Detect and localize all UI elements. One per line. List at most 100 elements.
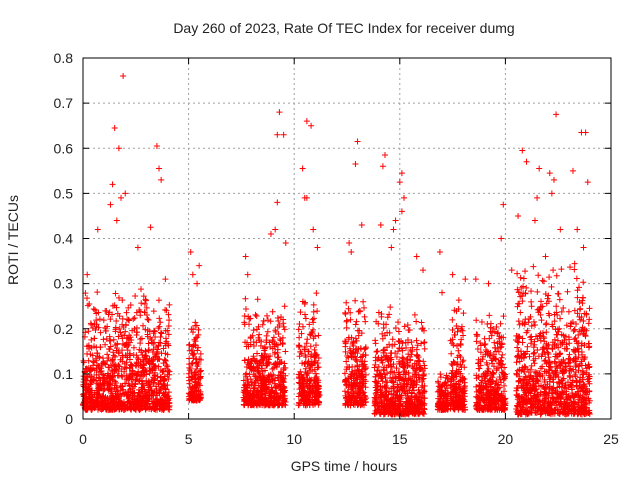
data-point [492,406,499,413]
data-point [165,368,172,375]
data-point [82,380,89,387]
data-point [457,340,464,347]
data-point [378,311,385,318]
data-point [533,376,540,383]
data-point [296,400,303,407]
data-point [477,342,484,349]
data-point [540,333,547,340]
data-point [242,396,249,403]
data-point [577,305,584,312]
data-point [415,357,422,364]
data-point [436,383,443,390]
data-point [515,378,522,385]
data-point [453,401,460,408]
data-point [262,350,269,357]
data-point [520,275,527,282]
data-point [496,338,503,345]
data-point [266,339,273,346]
data-point [281,360,288,367]
data-point [153,385,160,392]
data-point [553,303,560,310]
data-point [578,405,585,412]
data-point [343,324,350,331]
data-point [413,407,420,414]
data-point [372,361,379,368]
data-point [299,378,306,385]
data-point [254,350,261,357]
data-point [165,323,172,330]
data-point [527,340,534,347]
data-point [302,299,309,306]
data-point [347,316,354,323]
data-point [197,368,204,375]
data-point [191,376,198,383]
data-point [128,361,135,368]
data-point [550,176,557,183]
data-point [125,398,132,405]
data-point [267,344,274,351]
x-tick-label: 10 [286,431,302,447]
data-point [277,359,284,366]
data-point [342,343,349,350]
data-point [542,253,549,260]
data-point [152,334,159,341]
data-point [546,312,553,319]
data-point [487,324,494,331]
data-point [282,240,289,247]
data-point [300,394,307,401]
data-point [474,346,481,353]
data-point [304,375,311,382]
data-point [543,342,550,349]
data-point [276,321,283,328]
data-point [153,351,160,358]
data-point [241,312,248,319]
data-point [545,400,552,407]
data-point [108,396,115,403]
data-point [93,317,100,324]
data-point [494,365,501,372]
data-point [119,373,126,380]
data-point [413,318,420,325]
data-point [189,343,196,350]
data-point [383,370,390,377]
data-point [519,147,526,154]
y-tick-label: 0 [65,411,73,427]
data-point [567,365,574,372]
data-point [586,343,593,350]
data-point [143,297,150,304]
data-point [405,327,412,334]
data-point [515,289,522,296]
data-point [522,373,529,380]
data-point [400,371,407,378]
data-point [246,360,253,367]
data-point [574,294,581,301]
data-point [384,344,391,351]
data-point [133,329,140,336]
data-point [586,411,593,418]
data-point [436,249,443,256]
data-point [122,364,129,371]
data-point [401,387,408,394]
data-point [91,335,98,342]
data-point [139,381,146,388]
data-point [437,374,444,381]
data-point [563,402,570,409]
data-point [399,383,406,390]
data-point [255,393,262,400]
data-point [353,398,360,405]
data-point [342,402,349,409]
data-point [477,389,484,396]
data-point [420,358,427,365]
data-point [276,109,283,116]
data-point [119,297,126,304]
data-point [477,340,484,347]
data-point [385,403,392,410]
data-point [253,313,260,320]
data-point [528,298,535,305]
data-point [156,315,163,322]
data-point [498,354,505,361]
data-point [348,249,355,256]
data-point [443,372,450,379]
data-point [526,408,533,415]
